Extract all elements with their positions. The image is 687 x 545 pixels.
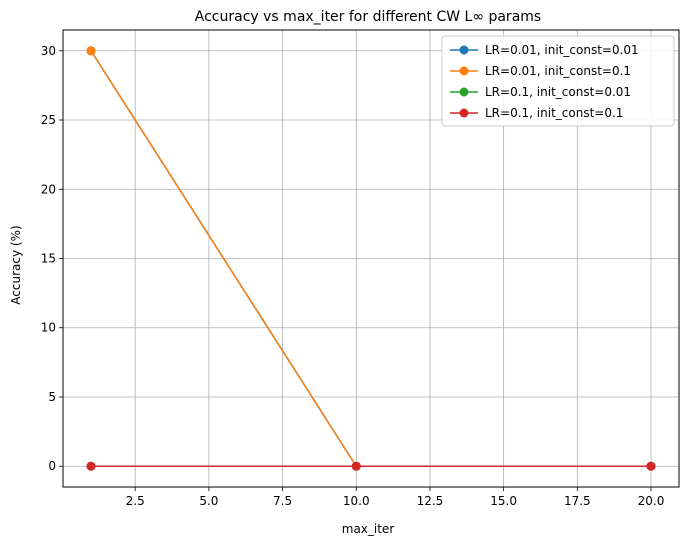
x-tick-label: 20.0 (638, 494, 665, 508)
series-4 (86, 461, 656, 471)
legend-label: LR=0.1, init_const=0.01 (485, 85, 631, 99)
legend-label: LR=0.01, init_const=0.1 (485, 64, 631, 78)
y-tick-label: 0 (48, 459, 56, 473)
legend-label: LR=0.01, init_const=0.01 (485, 43, 639, 57)
legend-box (441, 35, 675, 127)
data-point (646, 461, 656, 471)
legend: LR=0.01, init_const=0.01 LR=0.01, init_co… (441, 35, 675, 127)
legend-label: LR=0.1, init_const=0.1 (485, 106, 623, 120)
x-tick-label: 17.5 (564, 494, 591, 508)
legend-item: LR=0.1, init_const=0.01 (450, 85, 631, 99)
legend-item: LR=0.1, init_const=0.1 (450, 106, 623, 120)
y-tick-label: 20 (41, 182, 56, 196)
y-axis: 0 5 10 15 20 25 30 (41, 44, 63, 473)
data-point (86, 46, 96, 56)
x-tick-label: 5.0 (199, 494, 218, 508)
y-tick-label: 25 (41, 113, 56, 127)
data-point (86, 461, 96, 471)
legend-swatch-marker (459, 108, 469, 118)
data-point (351, 461, 361, 471)
x-tick-label: 2.5 (126, 494, 145, 508)
y-tick-label: 30 (41, 44, 56, 58)
y-tick-label: 10 (41, 321, 56, 335)
series-layer (86, 46, 656, 471)
chart-title: Accuracy vs max_iter for different CW L∞… (195, 9, 541, 25)
x-tick-label: 7.5 (273, 494, 292, 508)
y-tick-label: 15 (41, 252, 56, 266)
legend-swatch-marker (459, 45, 469, 55)
legend-swatch-marker (459, 87, 469, 97)
x-axis-label: max_iter (342, 522, 395, 536)
x-tick-label: 10.0 (343, 494, 370, 508)
legend-item: LR=0.01, init_const=0.01 (450, 43, 639, 57)
legend-item: LR=0.01, init_const=0.1 (450, 64, 631, 78)
legend-swatch-marker (459, 66, 469, 76)
x-axis: 2.5 5.0 7.5 10.0 12.5 15.0 17.5 20.0 (126, 487, 665, 508)
y-tick-label: 5 (48, 390, 56, 404)
y-axis-label: Accuracy (%) (9, 225, 23, 304)
x-tick-label: 15.0 (490, 494, 517, 508)
x-tick-label: 12.5 (417, 494, 444, 508)
